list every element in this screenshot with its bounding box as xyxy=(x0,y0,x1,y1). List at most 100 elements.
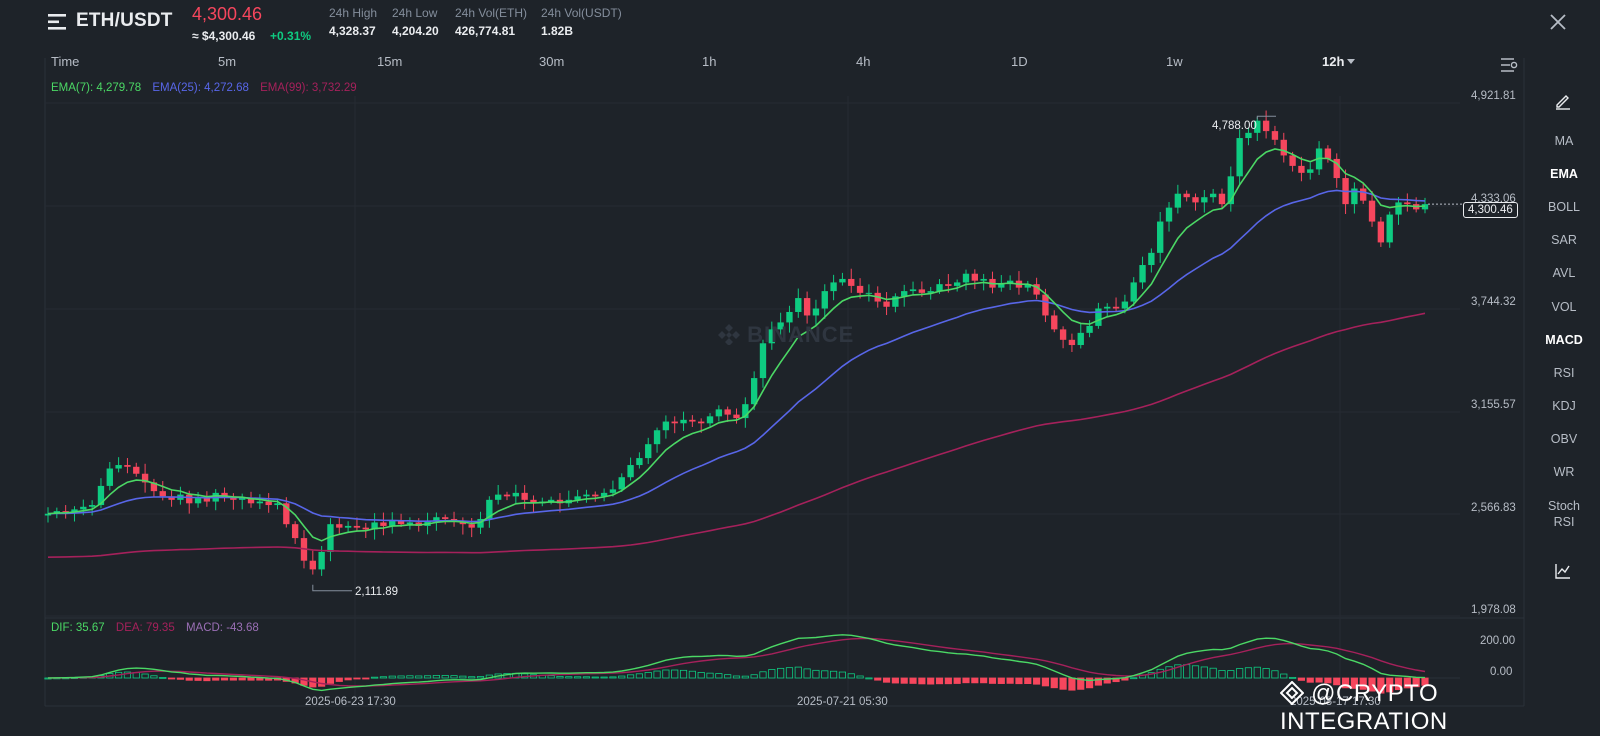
candle xyxy=(618,477,625,490)
macd-histogram-bar xyxy=(247,677,255,681)
candle xyxy=(1333,158,1340,179)
chevron-down-icon[interactable] xyxy=(1347,59,1355,65)
candle xyxy=(1262,120,1270,132)
candle xyxy=(936,284,943,292)
candle xyxy=(309,560,316,570)
candle xyxy=(265,501,272,506)
pencil-icon[interactable] xyxy=(1554,92,1572,110)
candle xyxy=(88,505,96,507)
indicator-avl[interactable]: AVL xyxy=(1552,266,1576,280)
price-chart[interactable] xyxy=(0,0,1600,720)
indicator-vol[interactable]: VOL xyxy=(1551,300,1577,314)
candle xyxy=(274,503,281,506)
candle xyxy=(1033,284,1040,295)
macd-histogram-bar xyxy=(1094,677,1102,686)
macd-histogram-bar xyxy=(653,670,661,679)
candle xyxy=(406,522,414,525)
candle xyxy=(1360,188,1367,201)
macd-histogram-bar xyxy=(1156,668,1164,679)
macd-histogram-bar xyxy=(706,672,714,679)
candle xyxy=(662,421,670,431)
macd-histogram-bar xyxy=(1033,677,1041,685)
candle xyxy=(971,273,979,281)
indicator-rsi[interactable]: RSI xyxy=(1553,366,1575,380)
indicator-boll[interactable]: BOLL xyxy=(1548,200,1580,214)
indicator-macd[interactable]: MACD xyxy=(1545,333,1583,347)
indicator-sar[interactable]: SAR xyxy=(1551,233,1577,247)
macd-histogram-bar xyxy=(671,669,679,679)
trading-pair[interactable]: ETH/USDT xyxy=(76,10,173,31)
candle xyxy=(1148,252,1155,266)
indicator-stoch-rsi[interactable]: Stoch RSI xyxy=(1548,499,1580,529)
macd-histogram-bar xyxy=(777,667,785,679)
candle xyxy=(1368,200,1376,222)
interval-15m[interactable]: 15m xyxy=(377,54,403,69)
candle xyxy=(283,503,290,525)
candle xyxy=(627,465,634,478)
candle xyxy=(883,301,890,307)
high-marker-leader xyxy=(1256,115,1276,120)
macd-histogram-bar xyxy=(600,676,608,679)
macd-histogram-bar xyxy=(167,677,176,680)
interval-1h[interactable]: 1h xyxy=(702,54,717,69)
interval-12h[interactable]: 12h xyxy=(1322,54,1345,69)
candle xyxy=(574,496,581,500)
macd-histogram-bar xyxy=(1386,677,1394,693)
menu-icon[interactable] xyxy=(48,13,68,31)
macd-histogram-bar xyxy=(909,677,917,684)
macd-histogram-bar xyxy=(1403,677,1411,689)
candle xyxy=(1139,265,1146,283)
macd-histogram-bar xyxy=(980,677,988,684)
macd-histogram-bar xyxy=(1006,677,1014,684)
candle xyxy=(812,308,820,316)
candle xyxy=(645,444,652,459)
interval-4h[interactable]: 4h xyxy=(856,54,871,69)
interval-1w[interactable]: 1w xyxy=(1166,54,1183,69)
macd-histogram-bar xyxy=(856,675,864,679)
candle xyxy=(318,552,325,570)
chart-type-icon[interactable] xyxy=(1554,562,1572,580)
macd-histogram-bar xyxy=(900,677,908,684)
interval-5m[interactable]: 5m xyxy=(218,54,237,69)
ema7-value: EMA(7): 4,279.78 xyxy=(51,82,142,94)
candle xyxy=(477,518,484,528)
candle xyxy=(512,492,520,497)
interval-30m[interactable]: 30m xyxy=(539,54,565,69)
candle xyxy=(945,284,952,286)
interval-1d[interactable]: 1D xyxy=(1011,54,1028,69)
candle xyxy=(786,311,793,323)
interval-time[interactable]: Time xyxy=(51,54,80,69)
candle xyxy=(1280,139,1287,156)
candle xyxy=(918,289,926,293)
close-icon[interactable] xyxy=(1548,12,1568,32)
macd-histogram-bar xyxy=(406,675,414,679)
candle xyxy=(1112,306,1120,309)
candle xyxy=(1095,308,1102,326)
candle xyxy=(609,489,617,493)
candle xyxy=(44,513,52,516)
candle xyxy=(1121,301,1129,309)
macd-histogram-bar xyxy=(371,676,379,679)
macd-histogram-bar xyxy=(1085,677,1094,689)
macd-histogram-bar xyxy=(565,676,573,679)
indicator-wr[interactable]: WR xyxy=(1553,465,1575,479)
time-axis-label: 2025-06-23 17:30 xyxy=(305,696,396,708)
candle xyxy=(1351,188,1358,205)
indicator-kdj[interactable]: KDJ xyxy=(1552,399,1576,413)
watermark-text: BINANCE xyxy=(747,322,855,347)
chart-settings-icon[interactable] xyxy=(1500,57,1518,73)
candle xyxy=(803,298,811,316)
time-axis-label: 2025-07-21 05:30 xyxy=(797,696,888,708)
macd-histogram-bar xyxy=(1191,665,1200,679)
macd-histogram-bar xyxy=(123,671,132,679)
candle xyxy=(1059,329,1067,340)
indicator-ema[interactable]: EMA xyxy=(1550,167,1578,181)
indicator-ma[interactable]: MA xyxy=(1554,134,1574,148)
price-axis-label: 2,566.83 xyxy=(1471,502,1516,514)
candle xyxy=(830,282,837,292)
candle xyxy=(1395,202,1402,215)
candle xyxy=(442,517,449,519)
macd-histogram-bar xyxy=(574,676,582,679)
macd-histogram-bar xyxy=(1412,677,1420,688)
indicator-obv[interactable]: OBV xyxy=(1550,432,1578,446)
